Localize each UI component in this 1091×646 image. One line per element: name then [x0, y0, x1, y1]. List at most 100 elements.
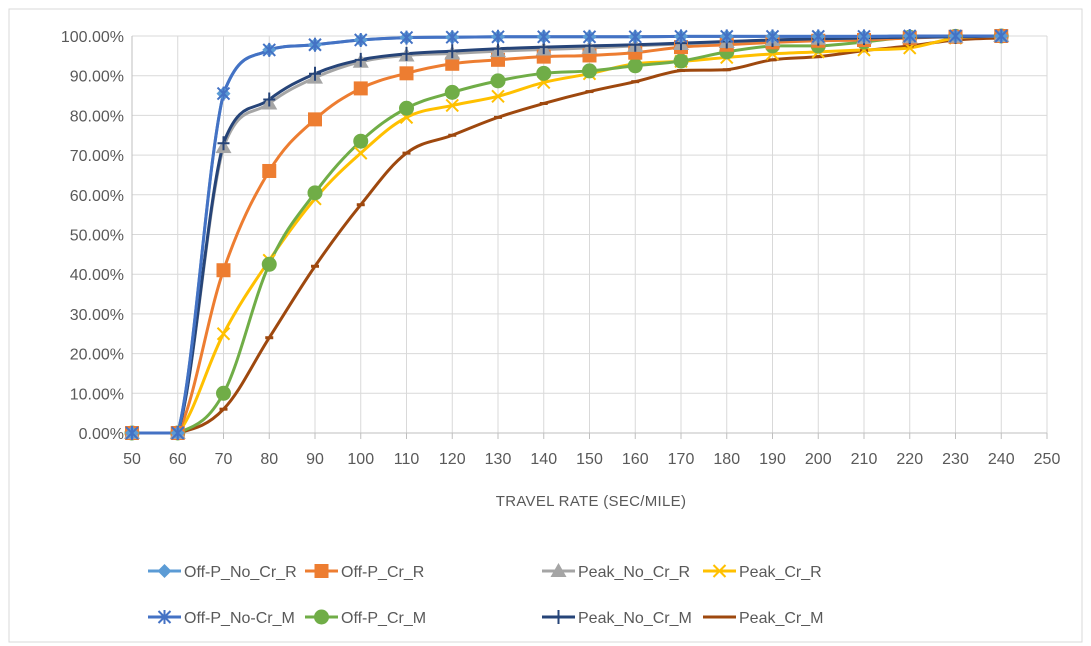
- legend-label: Peak_Cr_M: [739, 610, 823, 627]
- series-line-peak-cr-m: [131, 36, 1002, 435]
- x-tick-label: 60: [169, 451, 187, 468]
- data-point-off-p-cr-m: [582, 63, 597, 79]
- data-point-off-p-no-cr-m: [537, 29, 551, 44]
- x-tick-label: 150: [576, 451, 603, 468]
- legend-marker: [550, 563, 567, 577]
- data-point-off-p-cr-m: [673, 53, 689, 69]
- y-tick-label: 0.00%: [79, 426, 124, 443]
- y-tick-label: 80.00%: [70, 108, 124, 125]
- legend-item-off-p-no-cr-r: Off-P_No_Cr_R: [148, 564, 297, 581]
- legend-label: Peak_No_Cr_M: [578, 610, 692, 627]
- legend-item-peak-cr-m: Peak_Cr_M: [703, 610, 823, 627]
- data-point-off-p-cr-m: [216, 385, 231, 401]
- legend-label: Off-P_Cr_M: [341, 610, 426, 627]
- data-point-off-p-no-cr-m: [994, 29, 1008, 43]
- data-point-off-p-no-cr-m: [308, 37, 322, 52]
- data-point-peak-cr-r: [216, 327, 231, 341]
- data-point-off-p-no-cr-m: [903, 29, 917, 43]
- y-tick-label: 20.00%: [70, 347, 124, 364]
- x-tick-label: 180: [713, 451, 740, 468]
- x-tick-label: 240: [988, 451, 1015, 468]
- y-tick-label: 100.00%: [61, 29, 124, 46]
- x-axis-title: TRAVEL RATE (SEC/MILE): [496, 493, 687, 510]
- y-tick-label: 90.00%: [70, 69, 124, 86]
- data-point-off-p-cr-r: [353, 81, 368, 96]
- x-tick-label: 170: [668, 451, 695, 468]
- x-tick-label: 230: [942, 451, 969, 468]
- data-point-off-p-no-cr-m: [399, 30, 414, 45]
- data-point-off-p-no-cr-m: [262, 42, 276, 57]
- legend-item-peak-no-cr-r: Peak_No_Cr_R: [542, 563, 690, 581]
- x-tick-label: 70: [215, 451, 233, 468]
- legend-marker: [712, 564, 727, 578]
- series-markers: [124, 28, 1010, 441]
- data-point-off-p-no-cr-m: [491, 29, 505, 44]
- data-point-peak-no-cr-m: [400, 46, 413, 61]
- x-tick-label: 100: [347, 451, 374, 468]
- legend-label: Off-P_No_Cr_R: [184, 564, 297, 581]
- data-point-off-p-cr-m: [399, 100, 414, 116]
- x-tick-label: 200: [805, 451, 832, 468]
- data-point-off-p-cr-m: [490, 73, 506, 89]
- y-tick-label: 10.00%: [70, 386, 124, 403]
- y-tick-label: 40.00%: [70, 267, 124, 284]
- legend-label: Peak_Cr_R: [739, 564, 822, 581]
- legend-marker: [314, 609, 329, 625]
- x-tick-label: 220: [896, 451, 923, 468]
- x-tick-label: 110: [394, 451, 420, 468]
- legend-item-peak-cr-r: Peak_Cr_R: [703, 564, 822, 581]
- legend-marker: [157, 564, 172, 578]
- data-point-off-p-no-cr-m: [125, 426, 139, 440]
- data-point-peak-no-cr-m: [263, 92, 276, 107]
- y-tick-label: 60.00%: [70, 188, 124, 205]
- legend-item-off-p-no-cr-m: Off-P_No-Cr_M: [148, 610, 295, 627]
- y-tick-label: 50.00%: [70, 228, 124, 245]
- x-tick-label: 160: [622, 451, 649, 468]
- data-point-off-p-no-cr-m: [674, 29, 688, 44]
- data-point-off-p-cr-m: [536, 65, 552, 81]
- legend-marker: [157, 610, 172, 624]
- x-tick-label: 210: [851, 451, 878, 468]
- data-point-off-p-cr-m: [307, 185, 323, 201]
- data-point-peak-no-cr-m: [446, 44, 459, 59]
- data-point-off-p-no-cr-m: [857, 29, 871, 44]
- x-tick-label: 120: [439, 451, 466, 468]
- legend-marker: [314, 564, 329, 578]
- legend-item-off-p-cr-r: Off-P_Cr_R: [305, 564, 424, 581]
- x-tick-label: 90: [306, 451, 324, 468]
- data-point-off-p-no-cr-m: [720, 29, 734, 44]
- legend-item-peak-no-cr-m: Peak_No_Cr_M: [542, 610, 692, 627]
- data-point-off-p-cr-m: [627, 58, 643, 74]
- legend: Off-P_No_Cr_R Off-P_Cr_R Peak_No_Cr_R Peak_…: [148, 563, 823, 627]
- data-point-off-p-cr-r: [216, 263, 231, 278]
- x-tick-label: 250: [1034, 451, 1061, 468]
- data-point-off-p-no-cr-m: [948, 29, 963, 43]
- x-tick-label: 50: [123, 451, 141, 468]
- data-point-off-p-no-cr-m: [171, 426, 185, 440]
- x-tick-label: 130: [485, 451, 512, 468]
- data-point-off-p-no-cr-m: [354, 32, 368, 47]
- data-point-off-p-no-cr-m: [628, 29, 642, 44]
- data-point-peak-no-cr-m: [354, 52, 367, 67]
- data-point-peak-no-cr-m: [309, 66, 321, 81]
- data-point-off-p-no-cr-m: [445, 30, 459, 45]
- data-point-off-p-no-cr-m: [765, 29, 780, 44]
- data-point-peak-cr-r: [354, 146, 368, 160]
- data-point-peak-cr-r: [491, 89, 505, 104]
- x-tick-label: 190: [759, 451, 786, 468]
- legend-marker: [552, 610, 565, 624]
- data-point-off-p-cr-m: [444, 84, 460, 100]
- axes: [131, 36, 1048, 439]
- y-tick-label: 30.00%: [70, 307, 124, 324]
- data-point-off-p-no-cr-m: [811, 29, 825, 44]
- data-point-off-p-cr-m: [353, 133, 369, 149]
- chart-area-border: [8, 8, 1083, 643]
- legend-label: Peak_No_Cr_R: [578, 564, 690, 581]
- legend-label: Off-P_No-Cr_M: [184, 610, 295, 627]
- data-point-off-p-cr-r: [262, 163, 277, 178]
- data-point-off-p-cr-r: [445, 56, 460, 71]
- data-point-peak-no-cr-m: [492, 41, 504, 56]
- data-point-off-p-cr-m: [261, 256, 277, 272]
- legend-item-off-p-cr-m: Off-P_Cr_M: [305, 609, 426, 627]
